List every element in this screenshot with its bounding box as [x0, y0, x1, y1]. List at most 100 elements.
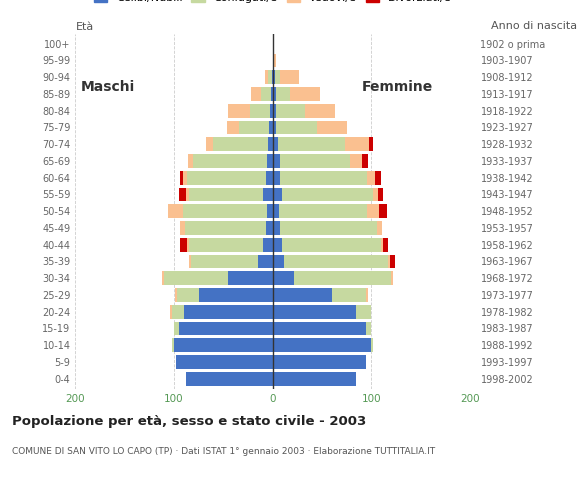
Bar: [162, 271, 273, 285]
Bar: [273, 322, 371, 336]
Bar: [273, 204, 387, 218]
Bar: [273, 70, 299, 84]
Bar: [179, 188, 273, 201]
Bar: [263, 238, 273, 252]
Bar: [273, 171, 367, 185]
Bar: [263, 188, 273, 201]
Bar: [273, 338, 371, 352]
Bar: [251, 87, 273, 101]
Bar: [261, 87, 273, 101]
Bar: [273, 204, 379, 218]
Bar: [229, 104, 273, 118]
Bar: [184, 305, 273, 319]
Bar: [273, 70, 280, 84]
Bar: [258, 254, 273, 268]
Bar: [186, 372, 273, 385]
Bar: [273, 305, 371, 319]
Bar: [273, 221, 281, 235]
Bar: [273, 372, 356, 385]
Bar: [264, 70, 273, 84]
Text: Età: Età: [75, 22, 93, 32]
Bar: [213, 137, 273, 151]
Bar: [273, 288, 368, 302]
Bar: [273, 254, 388, 268]
Bar: [273, 271, 294, 285]
Bar: [273, 137, 345, 151]
Bar: [273, 338, 373, 352]
Bar: [183, 204, 273, 218]
Bar: [273, 338, 373, 352]
Bar: [175, 288, 273, 302]
Bar: [162, 271, 273, 285]
Bar: [198, 288, 273, 302]
Bar: [273, 104, 335, 118]
Bar: [273, 254, 284, 268]
Text: Maschi: Maschi: [80, 80, 135, 94]
Bar: [180, 221, 273, 235]
Bar: [273, 204, 278, 218]
Bar: [273, 221, 382, 235]
Bar: [267, 204, 273, 218]
Bar: [273, 305, 371, 319]
Bar: [187, 238, 273, 252]
Bar: [172, 338, 273, 352]
Bar: [186, 372, 273, 385]
Bar: [273, 254, 395, 268]
Bar: [273, 188, 378, 201]
Bar: [273, 87, 275, 101]
Bar: [273, 254, 390, 268]
Bar: [273, 372, 356, 385]
Bar: [273, 54, 275, 67]
Bar: [183, 171, 273, 185]
Text: Popolazione per età, sesso e stato civile - 2003: Popolazione per età, sesso e stato civil…: [12, 415, 366, 428]
Bar: [168, 204, 273, 218]
Bar: [250, 104, 273, 118]
Bar: [273, 70, 274, 84]
Bar: [191, 254, 273, 268]
Bar: [185, 221, 273, 235]
Bar: [273, 271, 391, 285]
Bar: [273, 322, 371, 336]
Bar: [176, 355, 273, 369]
Bar: [273, 322, 367, 336]
Bar: [273, 238, 388, 252]
Text: Femmine: Femmine: [361, 80, 433, 94]
Bar: [170, 305, 273, 319]
Bar: [176, 355, 273, 369]
Bar: [270, 104, 273, 118]
Bar: [273, 171, 381, 185]
Bar: [273, 271, 393, 285]
Bar: [273, 372, 356, 385]
Bar: [172, 338, 273, 352]
Bar: [189, 188, 273, 201]
Bar: [186, 372, 273, 385]
Bar: [273, 120, 275, 134]
Bar: [273, 338, 373, 352]
Bar: [273, 355, 367, 369]
Bar: [273, 305, 371, 319]
Bar: [273, 154, 280, 168]
Bar: [273, 154, 350, 168]
Bar: [273, 70, 299, 84]
Bar: [227, 120, 273, 134]
Bar: [267, 154, 273, 168]
Bar: [180, 238, 273, 252]
Bar: [176, 355, 273, 369]
Bar: [172, 338, 273, 352]
Bar: [229, 271, 273, 285]
Bar: [273, 238, 383, 252]
Bar: [186, 188, 273, 201]
Bar: [273, 288, 367, 302]
Bar: [229, 104, 273, 118]
Bar: [273, 188, 383, 201]
Bar: [164, 271, 273, 285]
Bar: [273, 87, 320, 101]
Bar: [174, 322, 273, 336]
Bar: [273, 104, 275, 118]
Bar: [273, 221, 382, 235]
Bar: [264, 70, 273, 84]
Bar: [174, 322, 273, 336]
Bar: [273, 120, 347, 134]
Text: COMUNE DI SAN VITO LO CAPO (TP) · Dati ISTAT 1° gennaio 2003 · Elaborazione TUTT: COMUNE DI SAN VITO LO CAPO (TP) · Dati I…: [12, 446, 435, 456]
Bar: [187, 171, 273, 185]
